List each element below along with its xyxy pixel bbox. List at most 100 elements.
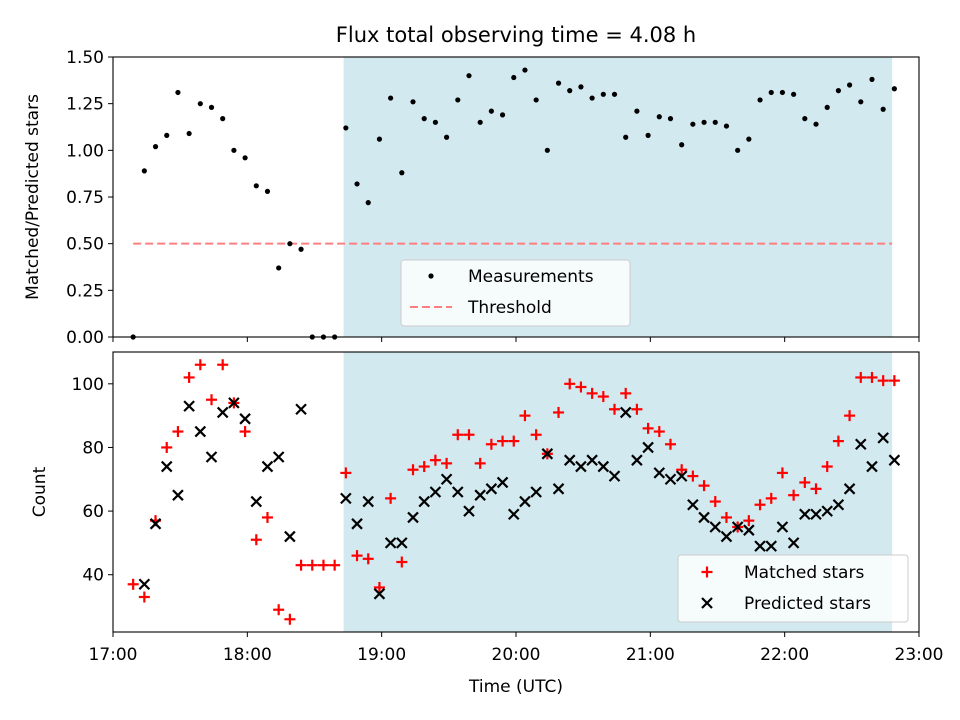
predicted-star-point — [295, 403, 307, 416]
matched-star-point — [642, 422, 654, 434]
time-x-tick-label: 17:00 — [89, 645, 138, 665]
predicted-star-point — [754, 540, 766, 552]
predicted-star-point — [261, 460, 274, 473]
measurement-point — [880, 106, 886, 112]
matched-star-point — [653, 426, 665, 438]
predicted-star-point — [138, 578, 151, 591]
predicted-star-point — [608, 470, 621, 482]
measurement-point — [835, 88, 842, 94]
matched-star-point — [888, 375, 900, 387]
matched-star-point — [463, 429, 475, 441]
measurement-point — [802, 116, 808, 122]
predicted-star-point — [474, 489, 486, 501]
matched-star-point — [127, 578, 139, 590]
predicted-star-point — [888, 454, 901, 466]
legend-matched-symbol — [701, 566, 713, 578]
matched-star-point — [832, 435, 844, 447]
predicted-star-point — [496, 476, 509, 489]
ratio-y-ticks: 0.00 0.25 0.50 0.75 1.00 1.25 1.50 — [66, 48, 113, 348]
measurement-point — [813, 121, 819, 127]
measurement-point — [164, 132, 170, 138]
matched-star-point — [620, 387, 632, 399]
predicted-star-point — [843, 483, 856, 495]
predicted-star-point — [642, 441, 654, 454]
predicted-star-point — [160, 460, 173, 473]
measurement-point — [735, 147, 741, 153]
predicted-star-point — [250, 495, 263, 508]
time-x-tick-label: 19:00 — [357, 645, 406, 665]
measurement-point — [511, 74, 517, 81]
measurement-point — [634, 108, 640, 114]
predicted-star-point — [429, 486, 442, 498]
measurement-point — [567, 88, 573, 94]
predicted-star-point — [507, 508, 520, 521]
time-x-tick-label: 18:00 — [223, 645, 272, 665]
time-x-tick-label: 23:00 — [895, 645, 944, 665]
matched-star-point — [340, 467, 352, 479]
predicted-star-point — [698, 511, 710, 524]
predicted-star-point — [340, 492, 352, 505]
predicted-star-point — [205, 451, 218, 463]
time-x-tick-label: 21:00 — [626, 645, 675, 665]
matched-star-point — [765, 492, 777, 504]
count-x-ticks: 17:00 18:00 19:00 20:00 21:00 22:00 23:00 — [89, 632, 944, 665]
predicted-star-point — [731, 521, 744, 533]
legend-measurements-marker — [428, 273, 434, 279]
measurement-point — [869, 76, 875, 82]
matched-star-point — [261, 511, 273, 523]
predicted-star-point — [664, 473, 677, 486]
measurement-point — [388, 95, 394, 101]
matched-star-point — [250, 534, 262, 546]
predicted-star-point — [877, 432, 889, 444]
predicted-star-point — [216, 406, 229, 419]
matched-star-point — [362, 553, 374, 565]
measurement-point — [264, 188, 271, 194]
ratio-panel: 0.00 0.25 0.50 0.75 1.00 1.25 1.50 Flux total … — [23, 23, 920, 348]
measurement-point — [186, 130, 192, 137]
measurement-point — [208, 104, 215, 110]
measurement-point — [723, 123, 730, 129]
measurement-point — [791, 91, 797, 97]
matched-star-point — [194, 359, 206, 371]
count-legend-box — [677, 554, 909, 623]
predicted-star-point — [284, 530, 296, 543]
matched-star-point — [519, 410, 531, 422]
matched-star-point — [295, 559, 307, 571]
count-y-tick-label: 60 — [82, 502, 104, 522]
matched-star-point — [597, 391, 609, 403]
matched-star-point — [866, 371, 878, 383]
predicted-star-point — [586, 454, 598, 466]
predicted-star-point — [228, 397, 240, 409]
predicted-star-point — [552, 483, 565, 495]
ratio-y-tick-label: 1.00 — [66, 141, 104, 161]
legend-measurements-label: Measurements — [468, 267, 594, 287]
matched-star-point — [564, 378, 576, 390]
matched-star-point — [429, 454, 441, 466]
predicted-star-point — [440, 473, 453, 486]
count-y-tick-label: 80 — [82, 438, 104, 458]
predicted-star-point — [787, 537, 800, 549]
matched-star-point — [720, 511, 732, 523]
measurement-point — [656, 114, 662, 120]
predicted-star-point — [384, 537, 397, 549]
measurement-point — [611, 91, 618, 97]
predicted-star-point — [563, 454, 576, 466]
predicted-star-point — [463, 505, 475, 517]
ratio-y-axis-label: Matched/Predicted stars — [23, 94, 43, 300]
matched-star-point — [810, 483, 822, 495]
matched-star-point — [664, 438, 676, 450]
count-axes-frame — [112, 351, 920, 633]
matched-star-point — [821, 461, 833, 473]
measurement-point — [455, 97, 461, 103]
predicted-star-point — [832, 498, 845, 511]
matched-star-point — [485, 438, 497, 450]
measurement-point — [432, 119, 438, 125]
chart-title: Flux total observing time = 4.08 h — [336, 23, 696, 47]
measurement-point — [253, 183, 259, 189]
measurement-point — [533, 97, 539, 103]
matched-star-point — [161, 441, 173, 453]
ratio-x-ticks — [112, 337, 920, 342]
predicted-star-point — [743, 524, 755, 536]
matched-star-point — [855, 371, 867, 383]
